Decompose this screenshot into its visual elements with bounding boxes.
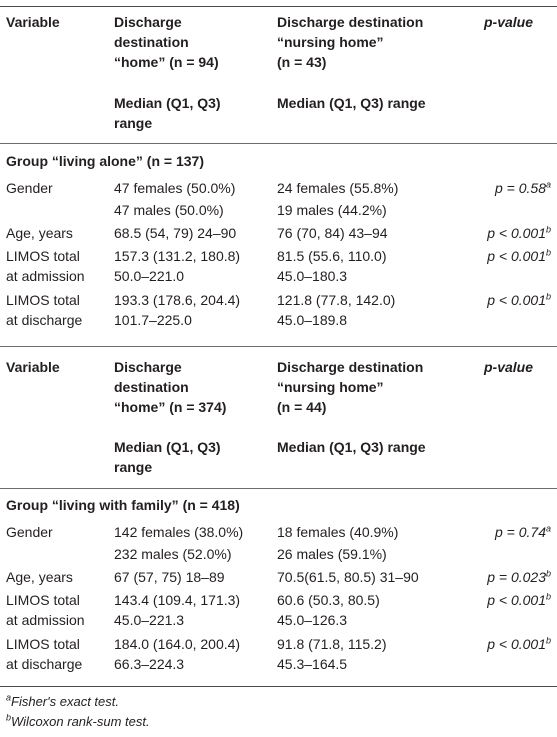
cell-nh-females: 24 females (55.8%) — [277, 180, 399, 196]
cell-nh-males: 26 males (59.1%) — [277, 546, 387, 562]
cell-home-limos-admission-range: 50.0–221.0 — [114, 268, 185, 284]
cell-nh-limos-discharge-median: 91.8 (71.8, 115.2) — [277, 636, 387, 652]
cell-nh-limos-admission-range: 45.0–180.3 — [277, 268, 348, 284]
cell-home-limos-discharge-range: 101.7–225.0 — [114, 312, 192, 328]
row-label-gender: Gender — [6, 524, 53, 540]
group-title: Group “living alone” (n = 137) — [6, 153, 204, 169]
cell-home-age: 67 (57, 75) 18–89 — [114, 569, 225, 585]
header-nh-line2: “nursing home” — [277, 379, 384, 395]
footnote-a: aFisher's exact test. — [6, 692, 119, 709]
cell-home-age: 68.5 (54, 79) 24–90 — [114, 225, 237, 241]
header-variable: Variable — [6, 359, 60, 375]
table-top-rule — [0, 6, 557, 7]
cell-nh-limos-admission-median: 81.5 (55.6, 110.0) — [277, 248, 387, 264]
cell-p-limos-discharge: p < 0.001b — [487, 635, 551, 652]
row-label-limos-admission-1: LIMOS total — [6, 592, 80, 608]
cell-home-limos-admission-median: 143.4 (109.4, 171.3) — [114, 592, 241, 608]
cell-nh-age: 76 (70, 84) 43–94 — [277, 225, 388, 241]
subheader-home-2: range — [114, 115, 153, 131]
cell-p-age: p < 0.001b — [487, 224, 551, 241]
footnote-b: bWilcoxon rank-sum test. — [6, 712, 150, 729]
row-label-age: Age, years — [6, 569, 73, 585]
subheader-home-2: range — [114, 459, 153, 475]
cell-home-limos-admission-median: 157.3 (131.2, 180.8) — [114, 248, 241, 264]
header-home-line1: Discharge — [114, 14, 182, 30]
row-label-limos-admission-2: at admission — [6, 268, 85, 284]
subheader-nh: Median (Q1, Q3) range — [277, 95, 426, 111]
cell-nh-limos-admission-range: 45.0–126.3 — [277, 612, 348, 628]
row-label-limos-discharge-1: LIMOS total — [6, 292, 80, 308]
cell-home-limos-discharge-median: 193.3 (178.6, 204.4) — [114, 292, 241, 308]
group-title: Group “living with family” (n = 418) — [6, 497, 240, 513]
cell-home-females: 47 females (50.0%) — [114, 180, 236, 196]
subheader-nh: Median (Q1, Q3) range — [277, 439, 426, 455]
row-label-limos-admission-1: LIMOS total — [6, 248, 80, 264]
cell-p-limos-discharge: p < 0.001b — [487, 291, 551, 308]
header-home-line3: “home” (n = 94) — [114, 54, 219, 70]
header-rule — [0, 143, 557, 144]
cell-p-gender: p = 0.58a — [494, 179, 551, 196]
header-home-line2: destination — [114, 34, 189, 50]
header-pvalue: p-value — [484, 14, 534, 30]
header-nh-line3: (n = 44) — [277, 399, 327, 415]
cell-home-limos-discharge-range: 66.3–224.3 — [114, 656, 185, 672]
cell-nh-limos-discharge-range: 45.0–189.8 — [277, 312, 348, 328]
cell-home-limos-admission-range: 45.0–221.3 — [114, 612, 185, 628]
cell-home-limos-discharge-median: 184.0 (164.0, 200.4) — [114, 636, 241, 652]
row-label-limos-discharge-2: at discharge — [6, 312, 83, 328]
header-nh-line2: “nursing home” — [277, 34, 384, 50]
cell-p-gender: p = 0.74a — [494, 523, 551, 540]
row-label-limos-discharge-2: at discharge — [6, 656, 83, 672]
header-home-line3: “home” (n = 374) — [114, 399, 227, 415]
row-label-gender: Gender — [6, 180, 53, 196]
cell-home-females: 142 females (38.0%) — [114, 524, 244, 540]
cell-nh-age: 70.5(61.5, 80.5) 31–90 — [277, 569, 419, 585]
cell-nh-limos-admission-median: 60.6 (50.3, 80.5) — [277, 592, 380, 608]
cell-nh-males: 19 males (44.2%) — [277, 202, 387, 218]
cell-p-limos-admission: p < 0.001b — [487, 247, 551, 264]
table-bottom-rule — [0, 686, 557, 687]
subheader-home-1: Median (Q1, Q3) — [114, 439, 221, 455]
row-label-limos-discharge-1: LIMOS total — [6, 636, 80, 652]
cell-p-limos-admission: p < 0.001b — [487, 591, 551, 608]
cell-nh-limos-discharge-median: 121.8 (77.8, 142.0) — [277, 292, 396, 308]
header-rule — [0, 488, 557, 489]
header-nh-line3: (n = 43) — [277, 54, 327, 70]
cell-home-males: 232 males (52.0%) — [114, 546, 232, 562]
header-nh-line1: Discharge destination — [277, 14, 424, 30]
section-divider-rule — [0, 346, 557, 347]
cell-nh-females: 18 females (40.9%) — [277, 524, 399, 540]
header-home-line1: Discharge — [114, 359, 182, 375]
header-home-line2: destination — [114, 379, 189, 395]
row-label-age: Age, years — [6, 225, 73, 241]
cell-p-age: p = 0.023b — [487, 568, 551, 585]
subheader-home-1: Median (Q1, Q3) — [114, 95, 221, 111]
cell-home-males: 47 males (50.0%) — [114, 202, 224, 218]
header-nh-line1: Discharge destination — [277, 359, 424, 375]
header-variable: Variable — [6, 14, 60, 30]
cell-nh-limos-discharge-range: 45.3–164.5 — [277, 656, 348, 672]
row-label-limos-admission-2: at admission — [6, 612, 85, 628]
header-pvalue: p-value — [484, 359, 534, 375]
